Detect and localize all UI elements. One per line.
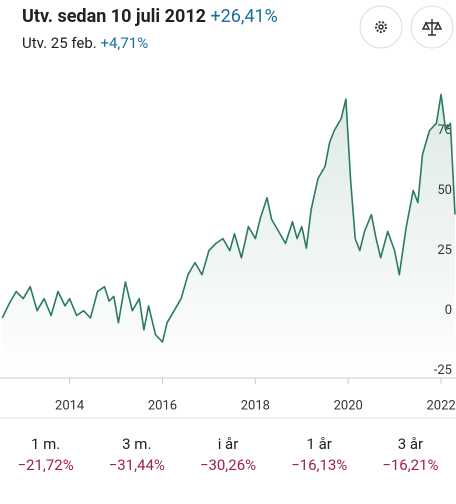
period-label: 3 m. — [122, 435, 151, 453]
x-tick-label: 2018 — [241, 398, 270, 413]
subtitle-change: +4,71% — [100, 34, 148, 52]
subtitle-text: Utv. 25 feb. — [22, 34, 97, 52]
period-change: −30,26% — [200, 456, 256, 474]
subtitle: Utv. 25 feb. +4,71% — [22, 34, 148, 52]
period-label: 1 m. — [31, 435, 60, 453]
period-label: i år — [218, 435, 239, 453]
title-change: +26,41% — [210, 6, 277, 27]
period-label: 3 år — [398, 435, 423, 453]
title: Utv. sedan 10 juli 2012 +26,41% — [22, 6, 278, 27]
x-tick-label: 2016 — [148, 398, 177, 413]
x-tick-label: 2014 — [55, 398, 85, 413]
period-change: −16,21% — [382, 456, 438, 474]
period-change: −21,72% — [17, 456, 73, 474]
x-tick-label: 2022 — [426, 398, 455, 413]
line — [1, 93, 456, 343]
periods: 1 m. −21,72% 3 m. −31,44% i år −30,26% 1 år −16… — [17, 435, 438, 474]
x-tick-label: 2020 — [334, 398, 363, 413]
period-label: 1 år — [306, 435, 331, 453]
compare-button[interactable] — [410, 5, 454, 49]
chart: 7550250-2520142016201820202022 — [1, 93, 456, 413]
settings-button[interactable] — [359, 5, 403, 49]
title-text: Utv. sedan 10 juli 2012 — [22, 6, 206, 27]
period-change: −31,44% — [109, 456, 165, 474]
period-change: −16,13% — [291, 456, 347, 474]
